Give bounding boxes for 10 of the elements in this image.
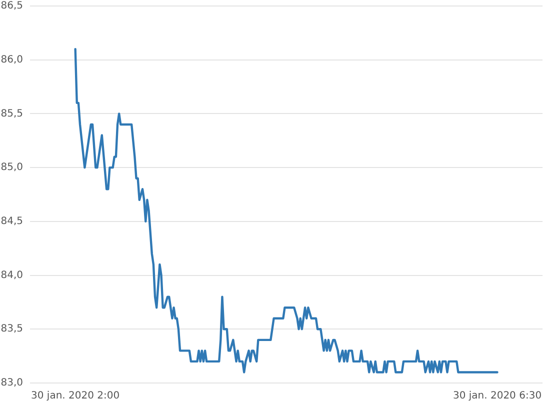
y-tick-label: 84,5	[0, 216, 23, 228]
x-tick-label: 30 jan. 2020 2:00	[31, 390, 120, 402]
y-tick-label: 85,5	[0, 108, 23, 120]
y-tick-label: 83,5	[0, 324, 23, 335]
y-tick-label: 85,0	[0, 162, 23, 174]
y-tick-label: 83,0	[0, 378, 23, 389]
y-tick-label: 86,5	[0, 0, 23, 12]
y-tick-label: 86,0	[0, 54, 23, 66]
y-tick-label: 84,0	[0, 270, 23, 281]
x-tick-label: 30 jan. 2020 6:30	[452, 390, 542, 402]
